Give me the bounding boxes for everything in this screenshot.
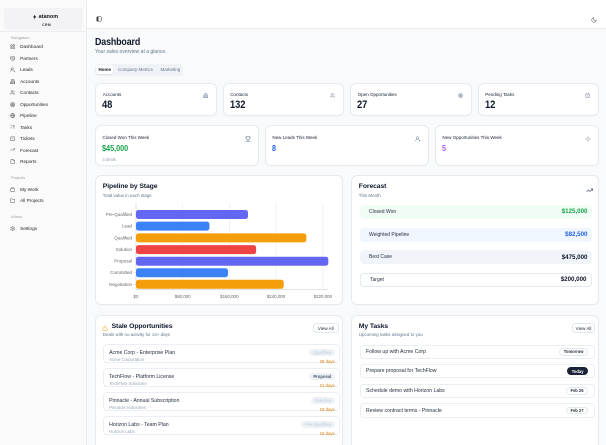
svg-text:Negotiation: Negotiation (109, 282, 132, 287)
svg-text:Committed: Committed (110, 270, 132, 275)
svg-text:$80,000: $80,000 (175, 294, 191, 299)
svg-text:Lead: Lead (122, 224, 133, 229)
svg-text:Solution: Solution (116, 247, 133, 252)
svg-text:Proposal: Proposal (114, 259, 132, 264)
svg-text:$160,000: $160,000 (220, 294, 239, 299)
svg-text:$0: $0 (134, 294, 139, 299)
svg-text:$240,000: $240,000 (267, 294, 286, 299)
svg-text:Pre-Qualified: Pre-Qualified (106, 212, 133, 217)
svg-text:Qualified: Qualified (114, 235, 132, 240)
svg-text:$320,000: $320,000 (314, 294, 333, 299)
